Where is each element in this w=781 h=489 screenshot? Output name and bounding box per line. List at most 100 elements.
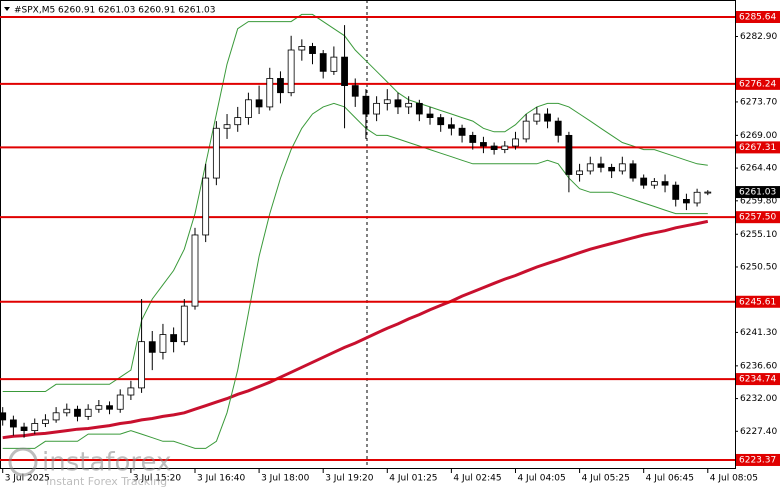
level-label-box — [736, 11, 780, 24]
level-label: 6285.64 — [739, 13, 776, 23]
candle-body — [330, 56, 338, 72]
candle-body — [693, 191, 701, 204]
candle-body — [512, 138, 519, 147]
candle-body — [116, 394, 124, 410]
level-label: 6234.74 — [739, 375, 776, 385]
candle-body — [415, 102, 423, 115]
candle-body — [245, 99, 252, 118]
x-tick-label: 3 Jul 18:00 — [261, 474, 310, 484]
candle-body — [565, 134, 573, 175]
candle-body — [148, 341, 156, 353]
y-tick-label: 6241.30 — [740, 328, 777, 338]
candle-body — [383, 99, 391, 104]
x-tick-label: 3 Jul 19:20 — [325, 474, 374, 484]
candle-body — [106, 405, 113, 410]
candle-body — [362, 95, 370, 115]
candle-body — [9, 419, 17, 428]
x-tick-label: 4 Jul 01:25 — [389, 474, 437, 484]
x-tick-label: 3 Jul 15:20 — [133, 474, 182, 484]
level-label: 6267.31 — [739, 143, 776, 153]
candle-body — [618, 163, 626, 172]
candle-body — [202, 177, 210, 236]
candle-body — [683, 198, 690, 204]
x-tick-label: 4 Jul 04:05 — [517, 474, 565, 484]
y-tick-label: 6255.10 — [740, 230, 777, 240]
candle-body — [287, 49, 295, 94]
candle-body — [373, 102, 381, 115]
candle-body — [191, 234, 199, 307]
candle-body — [394, 99, 402, 108]
candle-body — [672, 184, 680, 200]
candle-body — [20, 426, 28, 431]
candle-body — [319, 53, 327, 72]
y-tick-label: 6273.70 — [740, 97, 777, 107]
candle-body — [309, 46, 316, 54]
y-tick-label: 6282.90 — [740, 32, 777, 42]
level-label: 6245.61 — [739, 297, 776, 307]
candle-body — [298, 46, 306, 51]
candle-body — [629, 163, 637, 179]
candle-body — [341, 56, 348, 86]
indicator-line — [2, 102, 708, 449]
y-tick-label: 6227.40 — [740, 427, 777, 437]
y-tick-label: 6236.60 — [740, 361, 777, 371]
level-label-box — [736, 453, 780, 466]
candle-body — [234, 117, 242, 126]
candle-body — [640, 177, 648, 186]
level-label: 6223.37 — [739, 455, 776, 465]
candle-body — [533, 113, 541, 122]
candle-body — [95, 405, 103, 410]
candle-body — [277, 78, 284, 94]
candle-body — [490, 145, 498, 150]
candle-body — [31, 423, 39, 431]
candle-body — [212, 127, 220, 179]
level-label-box — [736, 211, 780, 224]
candle-body — [447, 124, 455, 129]
y-tick-label: 6259.80 — [740, 196, 777, 206]
chart-title: #SPX,M5 6260.91 6261.03 6260.91 6261.03 — [14, 6, 216, 16]
candle-body — [554, 120, 562, 136]
candle-body — [127, 387, 135, 396]
candle-body — [597, 163, 605, 168]
candle-body — [586, 163, 594, 172]
level-label-box — [736, 77, 780, 90]
candle-body — [42, 419, 49, 424]
candle-body — [576, 170, 583, 175]
current-price-label: 6261.03 — [739, 188, 776, 198]
y-tick-label: 6232.00 — [740, 394, 777, 404]
x-tick-label: 4 Jul 02:45 — [453, 474, 501, 484]
candle-body — [63, 408, 71, 414]
watermark-logo — [8, 447, 38, 477]
candle-body — [170, 334, 178, 343]
watermark: instaforex Instant Forex Tracking — [8, 447, 171, 488]
candle-body — [501, 145, 509, 150]
level-label-box — [736, 141, 780, 154]
candle-body — [84, 408, 92, 417]
candle-body — [405, 102, 413, 108]
candle-body — [608, 166, 616, 172]
candle-body — [522, 120, 530, 140]
y-tick-label: 6269.00 — [740, 131, 777, 141]
candle-body — [426, 113, 434, 118]
candle-body — [180, 305, 188, 343]
candle-body — [52, 412, 60, 421]
x-tick-label: 4 Jul 08:05 — [710, 474, 758, 484]
candle-body — [661, 181, 669, 186]
candle-body — [0, 412, 7, 421]
x-tick-label: 4 Jul 05:25 — [582, 474, 630, 484]
candle-body — [480, 142, 487, 147]
level-label: 6257.50 — [739, 213, 776, 223]
candle-body — [704, 191, 712, 194]
x-tick-label: 3 Jul 2025 — [5, 474, 50, 484]
candle-body — [223, 124, 231, 129]
title-arrow — [4, 7, 10, 11]
candle-body — [351, 85, 359, 97]
candle-body — [458, 127, 466, 136]
y-tick-label: 6250.50 — [740, 262, 777, 272]
indicator-line — [2, 219, 709, 440]
indicator-line — [2, 13, 708, 392]
candle-body — [266, 78, 274, 108]
candle-body — [469, 134, 477, 143]
x-tick-label: 3 Jul 16:40 — [197, 474, 246, 484]
